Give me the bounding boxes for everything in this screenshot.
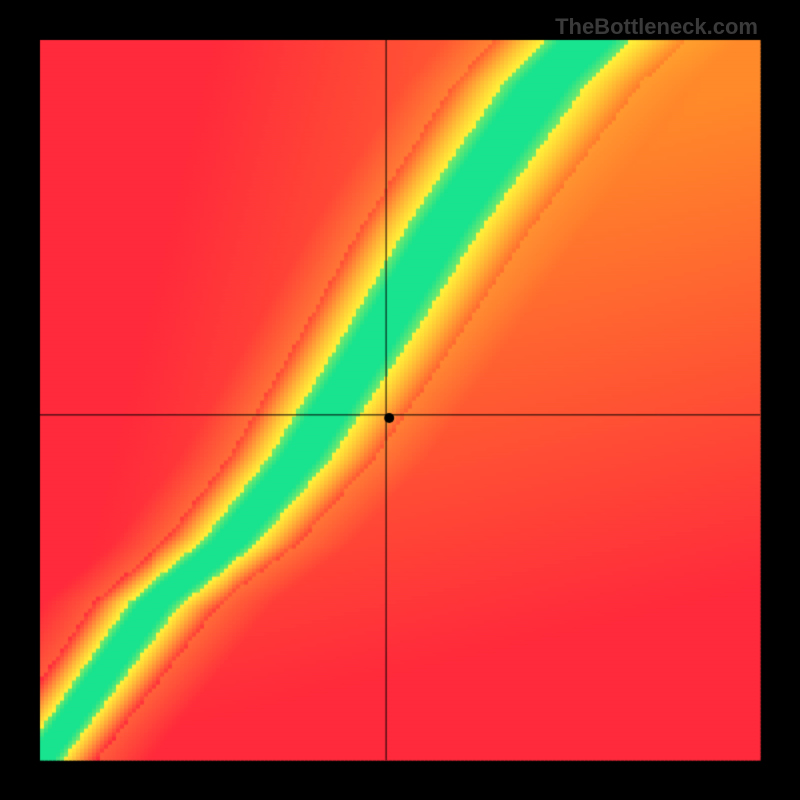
bottleneck-heatmap: [0, 0, 800, 800]
watermark-text: TheBottleneck.com: [555, 14, 758, 40]
chart-container: TheBottleneck.com: [0, 0, 800, 800]
